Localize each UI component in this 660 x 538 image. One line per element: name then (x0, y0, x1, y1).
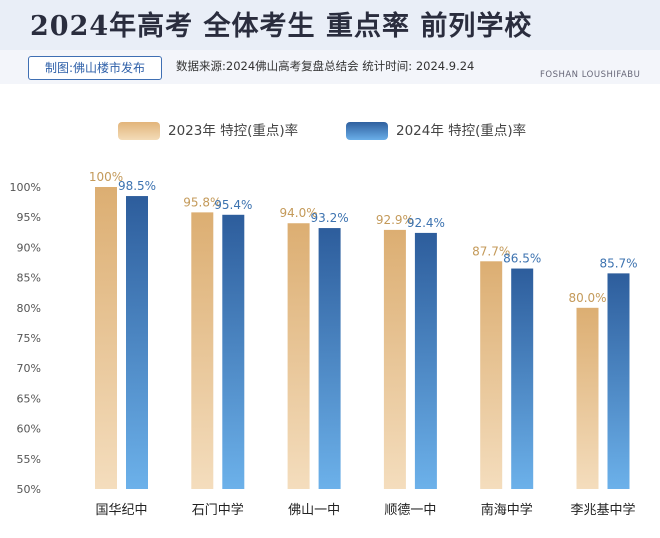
x-category-label: 顺德一中 (384, 503, 436, 518)
bar-2023 (576, 307, 599, 489)
bar-value-label: 86.5% (503, 252, 541, 266)
bar-value-label: 98.5% (118, 179, 156, 193)
y-tick-label: 55% (17, 453, 41, 466)
y-tick-label: 60% (17, 423, 41, 436)
bar-value-label: 94.0% (280, 206, 318, 220)
y-tick-label: 85% (17, 272, 41, 285)
x-category-label: 南海中学 (481, 502, 533, 518)
x-category-label: 石门中学 (192, 502, 244, 518)
legend-label-2024: 2024年 特控(重点)率 (396, 123, 527, 139)
bar-value-label: 93.2% (311, 211, 349, 225)
bar-value-label: 80.0% (568, 291, 606, 305)
y-tick-label: 100% (10, 181, 41, 194)
legend-swatch-2024 (346, 122, 388, 140)
bar-value-label: 95.4% (214, 198, 252, 212)
bar-value-label: 95.8% (183, 195, 221, 209)
y-tick-label: 70% (17, 362, 41, 375)
bar-value-label: 92.9% (376, 213, 414, 227)
y-tick-label: 90% (17, 241, 41, 254)
data-source-text: 数据来源:2024佛山高考复盘总结会 统计时间: 2024.9.24 (176, 59, 475, 73)
bar-value-label: 92.4% (407, 216, 445, 230)
credit-tag: 制图:佛山楼市发布 (28, 56, 162, 80)
bar-value-label: 100% (89, 170, 123, 184)
header-band: 2024年高考 全体考生 重点率 前列学校 (0, 0, 660, 50)
bar-2024 (511, 268, 534, 489)
legend-swatch-2023 (118, 122, 160, 140)
bar-2023 (95, 187, 117, 489)
brand-text: FOSHAN LOUSHIFABU (540, 70, 641, 80)
y-tick-label: 65% (17, 392, 41, 405)
bar-2023 (383, 229, 406, 489)
bar-2024 (318, 228, 341, 489)
bar-2024 (414, 232, 437, 490)
bar-value-label: 85.7% (599, 256, 637, 270)
x-category-label: 李兆基中学 (570, 502, 635, 518)
y-tick-label: 75% (17, 332, 41, 345)
bar-2023 (191, 212, 214, 490)
page-title: 2024年高考 全体考生 重点率 前列学校 (30, 11, 533, 42)
x-category-label: 国华纪中 (95, 503, 147, 518)
bar-2024 (222, 214, 245, 489)
y-tick-label: 95% (17, 211, 41, 224)
y-tick-label: 80% (17, 302, 41, 315)
bar-2024 (607, 273, 630, 489)
bar-2023 (287, 223, 310, 490)
bar-2024 (126, 196, 148, 489)
bar-2023 (480, 261, 503, 489)
bar-value-label: 87.7% (472, 244, 510, 258)
x-category-label: 佛山一中 (288, 503, 340, 518)
y-tick-label: 50% (17, 483, 41, 496)
legend-label-2023: 2023年 特控(重点)率 (168, 123, 299, 139)
